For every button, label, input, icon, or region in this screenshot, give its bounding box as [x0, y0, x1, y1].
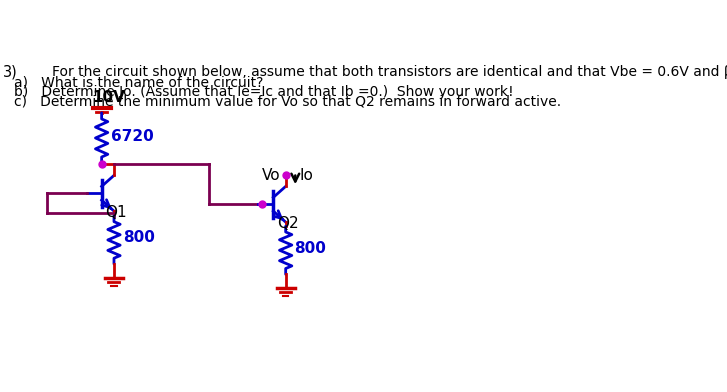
Text: Q2: Q2 — [277, 216, 298, 231]
Text: Vo: Vo — [262, 168, 281, 183]
Text: 3): 3) — [4, 65, 18, 80]
Text: 6720: 6720 — [111, 129, 153, 144]
Text: Q1: Q1 — [105, 205, 126, 220]
Text: 800: 800 — [123, 230, 155, 245]
Text: 800: 800 — [294, 241, 326, 256]
Text: 10V: 10V — [92, 90, 125, 105]
Text: For the circuit shown below, assume that both transistors are identical and that: For the circuit shown below, assume that… — [52, 65, 727, 79]
Text: Io: Io — [300, 168, 313, 183]
Text: c)   Determine the minimum value for Vo so that Q2 remains in forward active.: c) Determine the minimum value for Vo so… — [14, 94, 561, 108]
Text: b)   Determine Io. (Assume that Ie=Ic and that Ib =0.)  Show your work!: b) Determine Io. (Assume that Ie=Ic and … — [14, 85, 513, 99]
Text: a)   What is the name of the circuit?: a) What is the name of the circuit? — [14, 75, 263, 89]
